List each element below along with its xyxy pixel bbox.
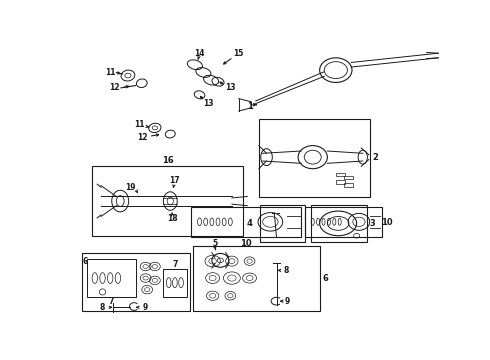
- Ellipse shape: [261, 149, 272, 166]
- Text: 17: 17: [169, 176, 179, 185]
- Bar: [260, 205, 305, 242]
- Text: 8: 8: [283, 266, 289, 275]
- Bar: [343, 183, 353, 187]
- Text: 8: 8: [100, 303, 105, 312]
- Text: 11: 11: [134, 120, 145, 129]
- Ellipse shape: [319, 58, 352, 82]
- Text: 19: 19: [125, 183, 135, 192]
- Bar: [259, 119, 370, 197]
- Bar: [191, 207, 301, 237]
- Text: 3: 3: [369, 219, 375, 228]
- Ellipse shape: [163, 192, 177, 210]
- Ellipse shape: [358, 150, 368, 164]
- Text: 4: 4: [246, 219, 252, 228]
- Text: 14: 14: [194, 49, 205, 58]
- Bar: [336, 180, 345, 184]
- Text: 10: 10: [381, 218, 392, 227]
- Text: 16: 16: [162, 156, 173, 165]
- Text: 12: 12: [137, 132, 148, 141]
- Text: 10: 10: [240, 239, 252, 248]
- Text: 7: 7: [109, 297, 114, 306]
- Text: 7: 7: [172, 260, 177, 269]
- Bar: [87, 259, 136, 297]
- Text: 15: 15: [233, 49, 243, 58]
- Text: 13: 13: [225, 84, 236, 93]
- Bar: [311, 205, 368, 242]
- Ellipse shape: [112, 190, 129, 212]
- Ellipse shape: [298, 145, 327, 169]
- Text: 9: 9: [285, 297, 290, 306]
- Text: 11: 11: [105, 68, 116, 77]
- Bar: [305, 207, 382, 237]
- Bar: [92, 166, 244, 236]
- Text: 6: 6: [83, 257, 88, 266]
- Text: 5: 5: [212, 239, 218, 248]
- Text: 9: 9: [142, 303, 147, 312]
- Bar: [194, 246, 320, 311]
- Text: 12: 12: [110, 84, 120, 93]
- Bar: [336, 172, 345, 176]
- Text: 18: 18: [167, 214, 178, 223]
- Text: 13: 13: [203, 99, 214, 108]
- Bar: [82, 253, 190, 311]
- Text: 6: 6: [322, 274, 328, 283]
- Bar: [163, 269, 187, 297]
- Text: 1: 1: [246, 102, 252, 111]
- Bar: [343, 176, 353, 180]
- Text: 2: 2: [372, 153, 378, 162]
